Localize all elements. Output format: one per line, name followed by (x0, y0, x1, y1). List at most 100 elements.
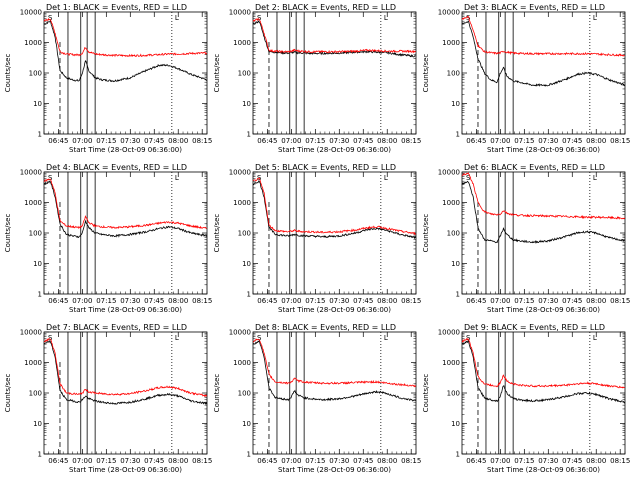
lld-series-line (461, 172, 626, 220)
y-tick-label: 100 (238, 70, 251, 78)
x-axis-label: Start Time (28-Oct-09 06:36:00) (487, 466, 600, 474)
x-tick-label: 08:00 (377, 297, 397, 305)
x-tick-label: 08:00 (586, 457, 606, 465)
x-tick-label: 07:30 (120, 457, 140, 465)
corner-mark-s: S (48, 334, 53, 342)
y-tick-label: 10000 (438, 329, 460, 337)
x-tick-label: 07:00 (490, 297, 510, 305)
y-tick-label: 10 (451, 420, 460, 428)
x-tick-label: 06:45 (466, 137, 486, 145)
x-tick-label: 07:30 (120, 297, 140, 305)
corner-mark-l: L (175, 334, 179, 342)
y-tick-label: 10000 (20, 9, 42, 17)
panel-title: Det 7: BLACK = Events, RED = LLD (46, 323, 187, 332)
panel-title: Det 2: BLACK = Events, RED = LLD (255, 3, 396, 12)
x-tick-label: 08:00 (168, 297, 188, 305)
y-tick-label: 100 (29, 230, 42, 238)
y-tick-label: 10 (33, 100, 42, 108)
x-axis-label: Start Time (28-Oct-09 06:36:00) (69, 306, 182, 314)
x-tick-label: 06:45 (48, 457, 68, 465)
corner-mark-s: S (257, 14, 262, 22)
x-tick-label: 08:00 (377, 137, 397, 145)
x-tick-label: 07:30 (329, 297, 349, 305)
y-tick-label: 10 (242, 100, 251, 108)
y-tick-label: 10000 (438, 9, 460, 17)
y-tick-label: 100 (447, 390, 460, 398)
corner-mark-l: L (384, 14, 388, 22)
x-tick-label: 08:15 (401, 297, 421, 305)
y-tick-label: 10000 (20, 329, 42, 337)
y-tick-label: 10 (242, 260, 251, 268)
x-tick-label: 06:45 (257, 137, 277, 145)
y-tick-label: 100 (29, 390, 42, 398)
detector-panel: Det 8: BLACK = Events, RED = LLD 1 10 100 10… (213, 323, 421, 474)
x-axis-label: Start Time (28-Oct-09 06:36:00) (278, 146, 391, 154)
x-tick-label: 06:45 (466, 457, 486, 465)
x-tick-label: 07:15 (305, 457, 325, 465)
x-tick-label: 07:15 (305, 297, 325, 305)
lld-series-line (461, 337, 625, 389)
x-tick-label: 07:00 (72, 297, 92, 305)
y-tick-label: 100 (238, 230, 251, 238)
y-tick-label: 1 (247, 451, 251, 459)
x-tick-label: 07:45 (144, 457, 164, 465)
y-tick-label: 100 (447, 70, 460, 78)
events-series-line (43, 340, 208, 405)
x-axis-label: Start Time (28-Oct-09 06:36:00) (278, 466, 391, 474)
detector-panel: Det 1: BLACK = Events, RED = LLD 1 10 100 10… (4, 3, 212, 154)
corner-mark-l: L (593, 334, 597, 342)
detector-panel: Det 2: BLACK = Events, RED = LLD 1 10 100 10… (213, 3, 421, 154)
y-tick-label: 10 (451, 100, 460, 108)
panel-title: Det 6: BLACK = Events, RED = LLD (464, 163, 605, 172)
corner-mark-s: S (48, 174, 53, 182)
x-axis-label: Start Time (28-Oct-09 06:36:00) (487, 306, 600, 314)
x-tick-label: 07:45 (562, 457, 582, 465)
x-tick-label: 07:15 (96, 297, 116, 305)
plot-frame (461, 331, 626, 455)
x-tick-label: 07:45 (353, 137, 373, 145)
x-tick-label: 08:15 (192, 297, 212, 305)
x-tick-label: 06:45 (48, 297, 68, 305)
lld-series-line (252, 18, 417, 54)
x-tick-label: 08:00 (377, 457, 397, 465)
x-tick-label: 08:15 (401, 457, 421, 465)
y-axis-label: Counts/sec (4, 54, 12, 93)
detector-panel: Det 4: BLACK = Events, RED = LLD 1 10 100 10… (4, 163, 212, 314)
x-tick-label: 07:45 (562, 137, 582, 145)
y-tick-label: 1 (38, 451, 42, 459)
corner-mark-l: L (384, 334, 388, 342)
corner-mark-s: S (466, 174, 471, 182)
detector-panel: Det 6: BLACK = Events, RED = LLD 1 10 100 10… (422, 163, 630, 314)
x-tick-label: 08:15 (610, 297, 630, 305)
events-series-line (461, 20, 626, 87)
corner-mark-s: S (48, 14, 53, 22)
y-tick-label: 1000 (233, 39, 251, 47)
y-tick-label: 1 (456, 131, 460, 139)
y-axis-label: Counts/sec (422, 374, 430, 413)
x-tick-label: 07:45 (353, 297, 373, 305)
panel-title: Det 4: BLACK = Events, RED = LLD (46, 163, 187, 172)
x-tick-label: 07:15 (96, 137, 116, 145)
x-tick-label: 08:15 (610, 457, 630, 465)
x-tick-label: 07:15 (305, 137, 325, 145)
y-tick-label: 100 (29, 70, 42, 78)
detector-panel: Det 5: BLACK = Events, RED = LLD 1 10 100 10… (213, 163, 421, 314)
lld-series-line (43, 338, 208, 398)
plot-frame (252, 11, 417, 135)
y-tick-label: 1000 (442, 39, 460, 47)
y-tick-label: 1000 (233, 199, 251, 207)
lld-series-line (43, 17, 208, 58)
x-tick-label: 07:45 (144, 297, 164, 305)
events-series-line (461, 338, 626, 404)
y-tick-label: 1 (38, 291, 42, 299)
y-tick-label: 100 (238, 390, 251, 398)
y-tick-label: 10000 (229, 169, 251, 177)
lld-series-line (43, 178, 207, 230)
x-axis-label: Start Time (28-Oct-09 06:36:00) (69, 146, 182, 154)
lld-series-line (252, 177, 416, 236)
y-tick-label: 10000 (229, 9, 251, 17)
x-tick-label: 08:15 (192, 137, 212, 145)
corner-mark-l: L (384, 174, 388, 182)
plot-frame (43, 11, 208, 135)
